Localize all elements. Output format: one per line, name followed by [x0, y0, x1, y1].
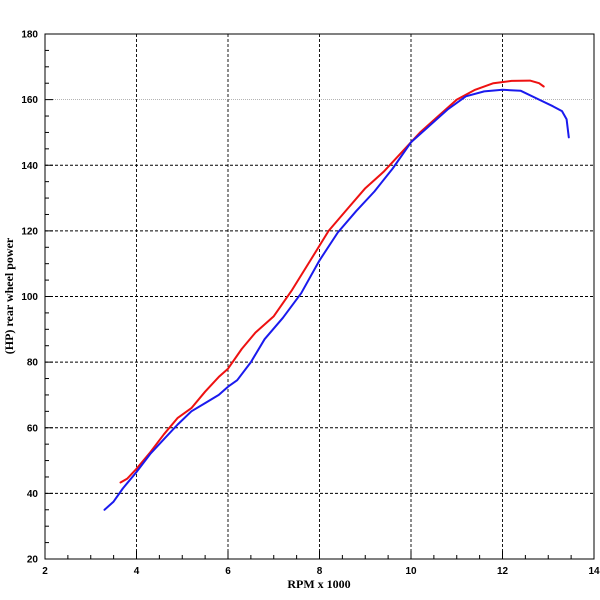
y-tick-label: 20 [27, 555, 39, 566]
y-tick-label: 180 [21, 30, 38, 41]
series-line-1 [119, 79, 545, 484]
x-tick-label: 6 [225, 566, 231, 577]
x-tick-label: 8 [317, 566, 323, 577]
y-tick-label: 60 [27, 423, 39, 434]
x-tick-label: 14 [588, 566, 600, 577]
y-tick-label: 40 [27, 489, 39, 500]
y-axis-title: (HP) rear wheel power [2, 237, 16, 354]
y-tick-label: 120 [21, 226, 38, 237]
y-tick-label: 160 [21, 95, 38, 106]
axis-ticks [45, 49, 572, 559]
x-axis-title: RPM x 1000 [287, 577, 350, 591]
series-line-2 [103, 88, 570, 511]
x-tick-label: 4 [134, 566, 140, 577]
y-tick-label: 100 [21, 292, 38, 303]
x-tick-label: 10 [405, 566, 417, 577]
y-tick-label: 140 [21, 161, 38, 172]
x-tick-label: 12 [497, 566, 509, 577]
series-lines [103, 79, 570, 511]
x-tick-label: 2 [42, 566, 48, 577]
y-tick-label: 80 [27, 358, 39, 369]
y-tick-labels: 20 40 60 80 100 120 140 160 180 [21, 30, 38, 566]
x-tick-labels: 2 4 6 8 10 12 14 [42, 566, 600, 577]
